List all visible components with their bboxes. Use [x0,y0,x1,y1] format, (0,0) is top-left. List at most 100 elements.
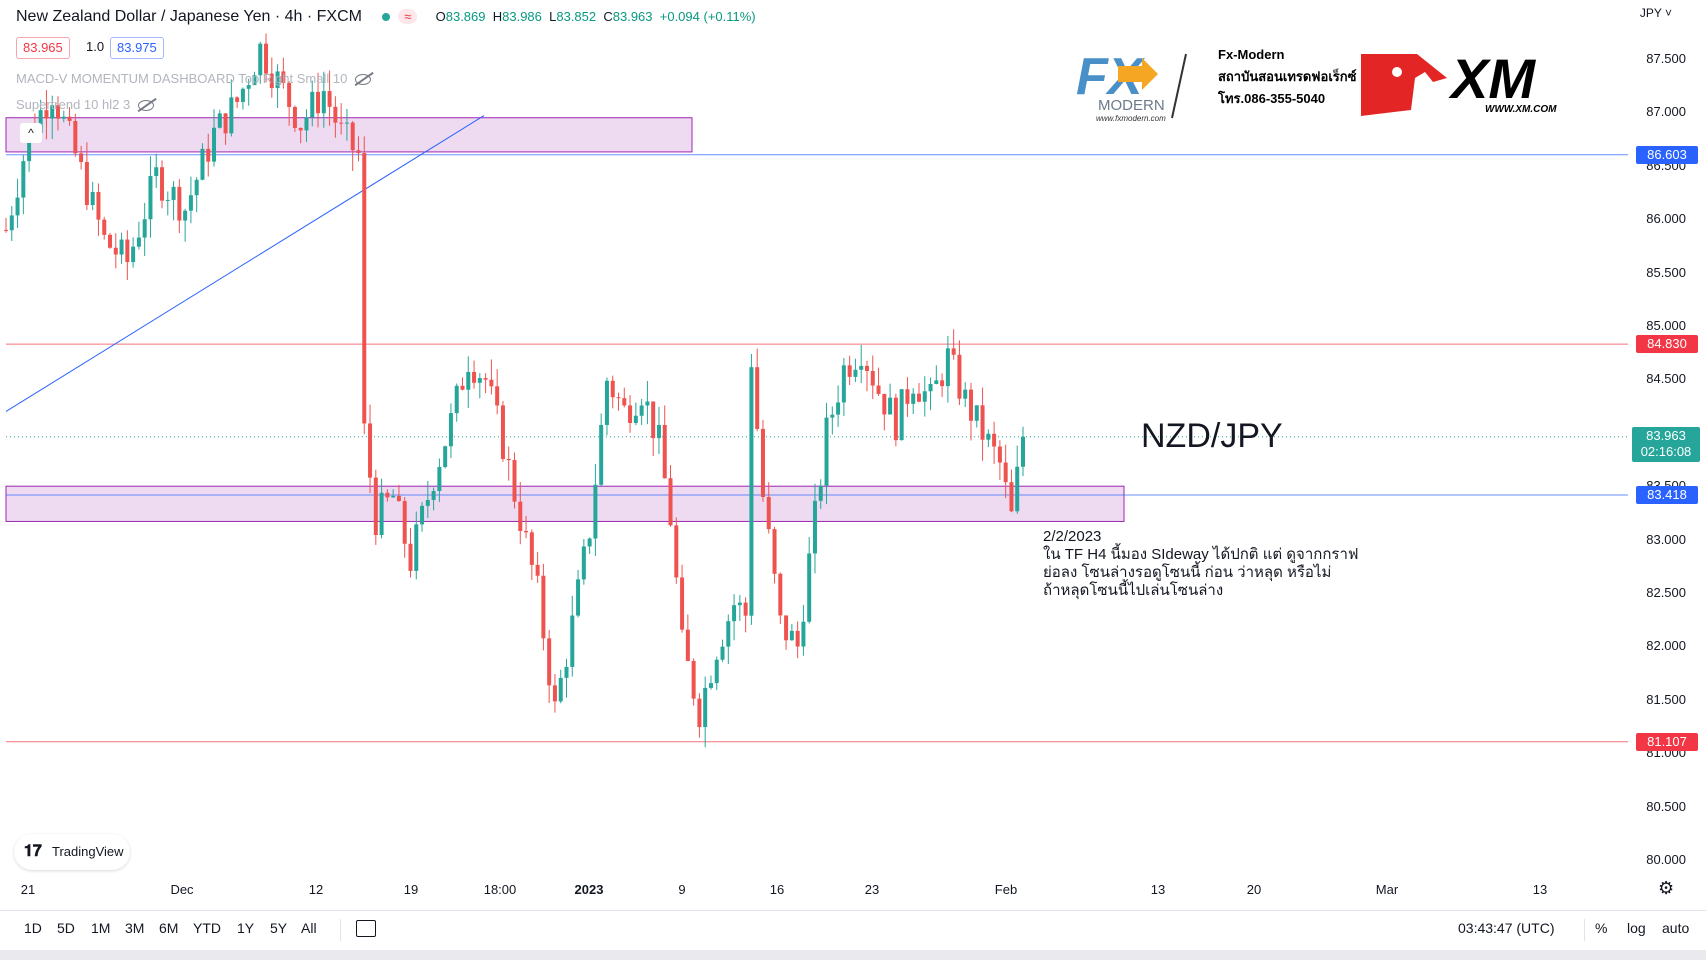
candle-body [425,499,430,506]
candle-body [443,446,448,468]
fx-modern-contact: Fx-Modern สถาบันสอนเทรดฟอเร็กซ์ โทร.086-… [1218,44,1356,110]
clock-time[interactable]: 03:43:47 (UTC) [1458,920,1555,936]
candle-body [477,378,482,383]
candle-body [778,573,783,616]
candle-body [847,365,852,377]
candle-body [836,402,841,415]
candle-body [275,71,280,89]
candle-body [622,398,627,406]
candle-body [460,385,465,390]
indicator-macd[interactable]: MACD-V MOMENTUM DASHBOARD Top Right Smal… [16,71,372,86]
candle-body [506,458,511,461]
chart-header: New Zealand Dollar / Japanese Yen · 4h ·… [16,8,756,26]
candle-body [321,91,326,114]
candle-body [732,605,737,622]
candle-body [980,405,985,440]
auto-toggle[interactable]: auto [1662,920,1690,936]
range-3m[interactable]: 3M [125,920,145,936]
candle-body [518,501,523,531]
level-price-label[interactable]: 86.603 [1636,145,1698,164]
price-chart[interactable] [0,0,1706,905]
candle-body [610,380,615,398]
candle-body [414,524,419,571]
candle-body [1003,462,1008,483]
candle-body [656,424,661,439]
range-1y[interactable]: 1Y [237,920,255,936]
level-price-label[interactable]: 81.107 [1636,732,1698,751]
price-axis[interactable]: JPY ˅ 80.000 80.500 81.000 81.500 82.000 82.5… [1628,0,1706,905]
candle-body [79,153,84,163]
time-tick-label: 2023 [574,882,604,897]
log-toggle[interactable]: log [1627,920,1646,936]
candle-body [188,195,193,211]
candle-body [830,414,835,418]
candle-body [235,97,240,102]
currency-dropdown[interactable]: JPY ˅ [1639,6,1672,20]
candle-body [108,234,113,248]
candle-body [292,106,297,128]
candle-body [1021,436,1025,467]
analysis-note: 2/2/2023 ใน TF H4 นี้มอง SIdeway ได้ปกติ… [1043,528,1359,600]
quantity-field[interactable]: 1.0 [86,39,105,54]
candle-body [136,237,141,247]
range-5y[interactable]: 5Y [270,920,288,936]
fx-logo-url: www.fxmodern.com [1096,114,1166,123]
candle-body [668,478,673,526]
level-price-label[interactable]: 84.830 [1636,335,1698,354]
price-tick-label: 85.500 [1646,264,1686,280]
range-5d[interactable]: 5D [57,920,75,936]
candle-body [680,577,685,630]
candle-body [743,602,748,616]
tradingview-icon: 𝟏𝟕 [24,843,42,860]
candle-body [437,467,442,492]
candle-body [194,179,199,196]
tradingview-logo[interactable]: 𝟏𝟕 TradingView [14,834,130,870]
candle-body [986,433,991,440]
candle-body [760,428,765,498]
candle-body [4,229,8,231]
candle-body [165,199,170,201]
percent-toggle[interactable]: % [1595,920,1608,936]
candle-body [928,383,933,392]
candle-body [142,219,147,238]
level-price-label[interactable]: 83.418 [1636,485,1698,504]
candle-body [298,127,303,131]
candle-body [697,698,702,728]
candle-body [766,497,771,530]
indicator-supertrend[interactable]: Supertrend 10 hl2 3 [16,97,155,112]
candle-body [73,120,78,154]
candle-body [183,210,188,221]
sell-price-button[interactable]: 83.965 [16,37,70,59]
candle-body [807,553,812,622]
xm-logo: XM WWW.XM.COM [1361,48,1557,116]
candle-body [905,389,910,404]
candle-body [963,389,968,399]
current-price-label[interactable]: 83.963 02:16:08 [1632,426,1700,462]
date-range-icon[interactable] [356,920,376,937]
candle-body [240,88,245,102]
time-tick-label: Dec [170,882,194,897]
range-6m[interactable]: 6M [159,920,179,936]
candle-body [726,621,731,647]
candle-body [350,122,355,151]
candle-body [356,150,361,154]
eye-hidden-icon[interactable] [355,74,372,86]
candle-body [934,380,939,384]
range-1m[interactable]: 1M [91,920,111,936]
buy-price-button[interactable]: 83.975 [110,37,164,59]
eye-hidden-icon[interactable] [138,100,155,112]
price-tick-label: 80.500 [1646,798,1686,814]
range-ytd[interactable]: YTD [193,920,221,936]
range-1d[interactable]: 1D [24,920,42,936]
collapse-indicators-button[interactable]: ^ [20,123,42,143]
settings-gear-icon[interactable]: ⚙ [1658,878,1675,898]
time-tick-label: 18:00 [483,882,517,897]
candle-body [391,495,396,498]
candle-body [708,683,713,688]
candle-body [911,393,916,404]
candle-body [368,423,373,478]
candle-body [217,113,222,128]
candle-body [489,379,494,387]
symbol-title[interactable]: New Zealand Dollar / Japanese Yen · 4h ·… [16,8,362,25]
range-all[interactable]: All [301,920,317,936]
